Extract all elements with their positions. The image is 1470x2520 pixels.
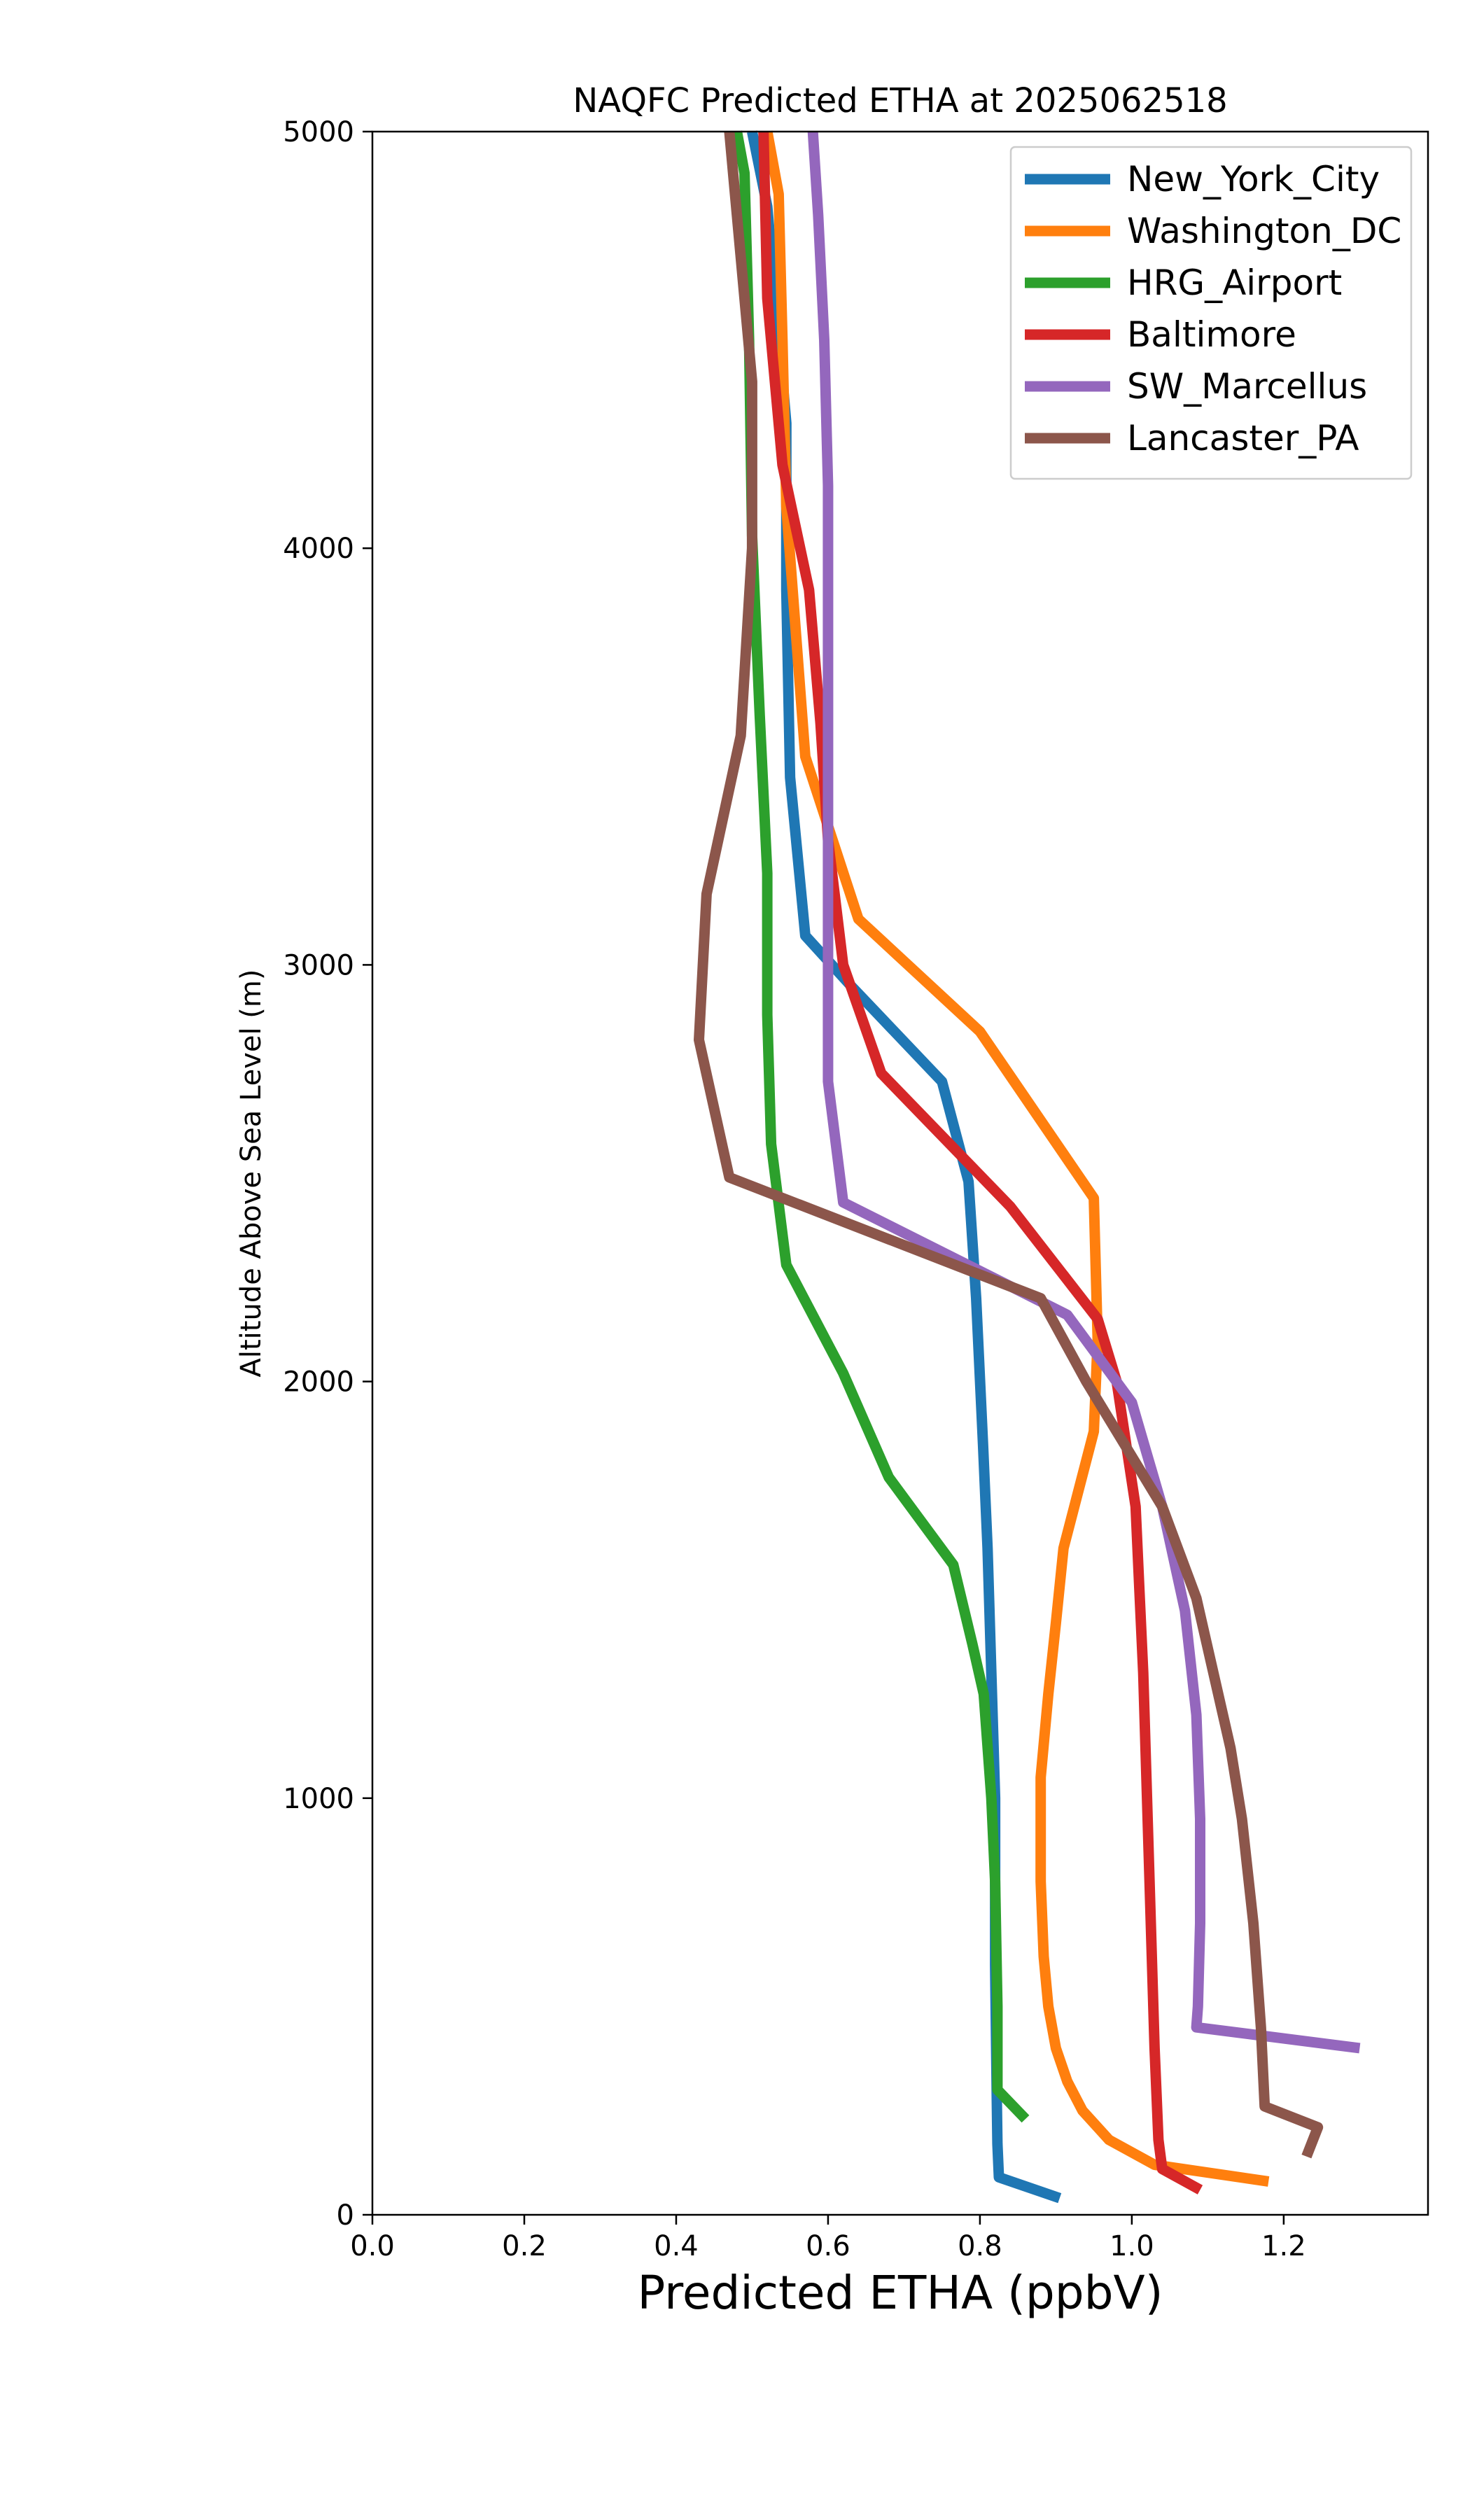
legend-label: SW_Marcellus [1127,366,1367,407]
y-tick-label: 5000 [283,116,354,148]
legend-label: New_York_City [1127,159,1380,200]
legend-label: Baltimore [1127,314,1296,355]
axes-frame [371,130,1429,2216]
series-line-lancaster-pa [694,131,1324,2159]
series-line-washington-dc [762,130,1270,2187]
x-axis-title: Predicted ETHA (ppbV) [638,2266,1163,2320]
y-axis-title: Altitude Above Sea Level (m) [235,969,267,1378]
x-tick-label: 0.4 [654,2230,699,2262]
y-tick-label: 1000 [283,1783,354,1815]
y-axis-ticks: 0 1000 2000 3000 4000 5000 [283,116,372,2232]
legend-label: HRG_Airport [1127,262,1342,303]
legend: New_York_City Washington_DC HRG_Airport Bal… [1009,146,1413,480]
chart-title: NAQFC Predicted ETHA at 2025062518 [573,81,1227,120]
x-tick-label: 1.0 [1110,2230,1154,2262]
y-tick-label: 2000 [283,1366,354,1399]
series-line-sw-marcellus [807,131,1361,2054]
plot-series [694,130,1361,2204]
legend-box [1009,146,1413,480]
series-line-baltimore [758,131,1203,2194]
x-tick-label: 0.8 [958,2230,1002,2262]
x-tick-label: 1.2 [1261,2230,1306,2262]
x-tick-label: 0.2 [502,2230,547,2262]
y-tick-label: 3000 [283,949,354,981]
legend-label: Washington_DC [1127,211,1401,251]
y-tick-label: 0 [337,2199,354,2232]
x-axis-ticks: 0.0 0.2 0.4 0.6 0.8 1.0 1.2 [350,2215,1306,2262]
y-tick-label: 4000 [283,533,354,565]
x-tick-label: 0.0 [350,2230,395,2262]
legend-label: Lancaster_PA [1127,418,1359,458]
x-tick-label: 0.6 [806,2230,850,2262]
